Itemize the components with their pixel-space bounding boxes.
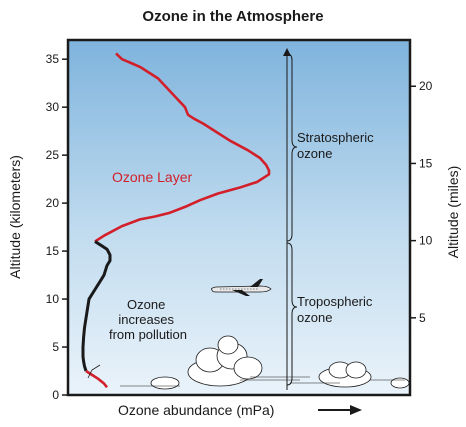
plot-background [68,40,410,395]
airplane-icon [211,279,272,296]
y-right-tick-label: 20 [419,79,433,93]
y-axis-left-ticks: 0 5 10 15 20 25 30 35 [46,52,68,402]
y-right-tick-label: 10 [419,234,433,248]
y-tick-label: 5 [52,340,59,354]
y-axis-left-label: Altitude (kilometers) [7,155,23,279]
x-axis-label: Ozone abundance (mPa) [118,402,274,418]
tropospheric-ozone-line [81,240,112,372]
x-axis-arrow [318,405,362,415]
y-right-tick-label: 15 [419,156,433,170]
pollution-annotation: Ozone increases from pollution [109,297,187,342]
stratospheric-brace [286,53,298,242]
cloud-illustration [120,335,410,390]
chart-title: Ozone in the Atmosphere [142,8,324,25]
y-right-tick-label: 5 [419,311,426,325]
stratospheric-annotation: Stratospheric ozone [297,130,377,161]
y-tick-label: 15 [46,244,60,258]
y-tick-label: 20 [46,196,60,210]
plot-frame [66,38,412,397]
y-tick-label: 35 [46,52,60,66]
y-axis-right-label: Altitude (miles) [445,166,461,259]
stratospheric-ozone-line [94,52,271,243]
y-tick-label: 30 [46,100,60,114]
pollution-pointer [87,364,101,379]
ozone-layer-label: Ozone Layer [112,169,192,185]
y-tick-label: 10 [46,292,60,306]
y-tick-label: 25 [46,148,60,162]
y-axis-right-ticks: 5 10 15 20 [410,79,433,325]
y-tick-label: 0 [52,388,59,402]
tropospheric-annotation: Tropospheric ozone [297,294,376,325]
tropospheric-brace [286,242,298,386]
